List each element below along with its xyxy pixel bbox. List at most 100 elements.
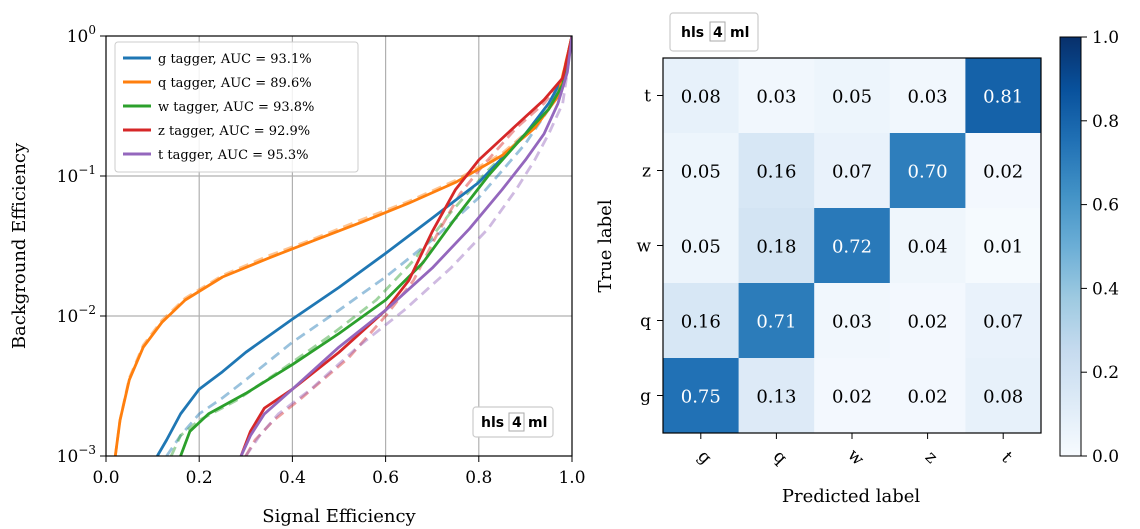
hls4ml-logo: hls 4 ml [472,406,554,438]
logo-text-ml: ml [528,415,547,431]
logo-text-hls: hls [681,25,704,41]
logo-text-ml: ml [730,25,749,41]
heatmap-y-tick-label: z [642,162,651,182]
heatmap-cell [663,58,740,134]
logo-text-4: 4 [512,415,522,431]
heatmap-cell-value: 0.02 [983,162,1023,183]
heatmap-cell [663,283,740,359]
heatmap-y-tick-label: g [640,387,651,407]
heatmap-cell-value: 0.13 [756,387,796,408]
chip-icon [508,412,525,432]
heatmap-cell [738,358,815,434]
legend-label-t: t tagger, AUC = 95.3% [158,148,308,163]
roc-x-axis-label: Signal Efficiency [262,506,416,527]
hls4ml-logo-top: hls 4 ml [669,12,759,52]
roc-x-tick-label: 0.0 [92,468,119,488]
colorbar-tick-label: 0.8 [1092,112,1119,132]
heatmap-cell-value: 0.05 [681,162,721,183]
legend-label-q: q tagger, AUC = 89.6% [158,76,312,91]
heatmap-cell [663,358,740,434]
logo-text-hls: hls [481,415,504,431]
heatmap-x-tick-label: z [921,447,942,468]
roc-x-tick-label: 0.2 [186,468,213,488]
colorbar-tick-label: 0.6 [1092,196,1119,216]
roc-y-ticks: 100 10−1 10−2 10−3 [57,23,106,467]
roc-legend: g tagger, AUC = 93.1% q tagger, AUC = 89.… [114,41,359,173]
logo-text-4: 4 [713,25,723,41]
heatmap-y-tick-label: w [636,237,651,257]
roc-y-tick-label: 100 [67,23,96,47]
confusion-matrix-chart: hls 4 ml 0.08 0.03 0.05 0.03 0.810.05 0.16 0.0… [595,12,1119,507]
heatmap-cell [814,283,891,359]
roc-x-tick-label: 0.6 [372,468,399,488]
legend-label-g: g tagger, AUC = 93.1% [158,52,312,67]
heatmap-cell-value: 0.03 [908,87,948,108]
heatmap-cell-value: 0.18 [756,237,796,258]
heatmap-cell [738,283,815,359]
heatmap-cell-value: 0.07 [983,312,1023,333]
heatmap-cell-value: 0.07 [832,162,872,183]
heatmap-y-axis-label: True label [595,199,616,292]
roc-curve-z [239,36,572,456]
roc-curve-z-dashed [244,36,572,456]
heatmap-cell [889,208,966,284]
colorbar-ticks: 0.0 0.2 0.4 0.6 0.8 1.0 [1081,28,1119,467]
heatmap-cell [814,358,891,434]
roc-x-tick-label: 0.4 [279,468,306,488]
heatmap-cell-value: 0.72 [832,237,872,258]
heatmap-x-tick-label: w [843,445,868,470]
roc-x-tick-label: 1.0 [558,468,585,488]
heatmap-cell-value: 0.08 [983,387,1023,408]
heatmap-cell-value: 0.04 [908,237,948,258]
roc-frame [105,35,573,457]
colorbar-tick-label: 0.2 [1092,363,1119,383]
heatmap-y-ticks: t z w q g [636,87,663,407]
chip-icon [709,21,726,42]
heatmap-cell-value: 0.01 [983,237,1023,258]
heatmap-cells: 0.08 0.03 0.05 0.03 0.81 0.05 0.16 0.07 0.70 0.02… [663,58,1042,434]
heatmap-cell-value: 0.05 [681,237,721,258]
heatmap-cell [889,283,966,359]
roc-curve-t-dashed [244,36,572,456]
roc-y-tick-label: 10−2 [57,303,96,327]
colorbar-tick-label: 0.0 [1092,447,1119,467]
heatmap-cell-value: 0.81 [983,87,1023,108]
heatmap-cell [738,58,815,134]
heatmap-cell-value: 0.16 [681,312,721,333]
heatmap-y-tick-label: t [644,87,651,107]
heatmap-cell-value: 0.16 [756,162,796,183]
heatmap-cell [889,358,966,434]
legend-label-z: z tagger, AUC = 92.9% [158,124,310,139]
heatmap-cell [889,58,966,134]
heatmap-cell [965,283,1042,359]
roc-x-tick-label: 0.8 [465,468,492,488]
roc-y-axis-label: Background Efficiency [9,142,30,349]
roc-curve-t [239,36,572,456]
heatmap-cell-value: 0.70 [908,162,948,183]
roc-solid-curves [113,36,572,456]
colorbar-gradient [1059,36,1082,457]
roc-curve-g [156,36,572,456]
roc-y-tick-label: 10−3 [57,443,96,467]
heatmap-cell [814,58,891,134]
heatmap-cell [814,208,891,284]
heatmap-cell-value: 0.03 [832,312,872,333]
heatmap-cell [814,133,891,209]
heatmap-cell [965,208,1042,284]
heatmap-cell [663,208,740,284]
legend-label-w: w tagger, AUC = 93.8% [158,100,314,115]
colorbar-tick-label: 1.0 [1092,28,1119,48]
heatmap-cell-value: 0.71 [756,312,796,333]
heatmap-cell-value: 0.02 [908,387,948,408]
heatmap-cell [889,133,966,209]
heatmap-cell [965,358,1042,434]
roc-y-tick-label: 10−1 [57,163,96,187]
heatmap-cell [965,58,1042,134]
heatmap-y-tick-label: q [640,312,651,332]
legend-box [114,41,359,173]
heatmap-cell-value: 0.02 [908,312,948,333]
heatmap-cell-value: 0.05 [832,87,872,108]
roc-x-ticks: 0.0 0.2 0.4 0.6 0.8 1.0 [92,456,586,488]
